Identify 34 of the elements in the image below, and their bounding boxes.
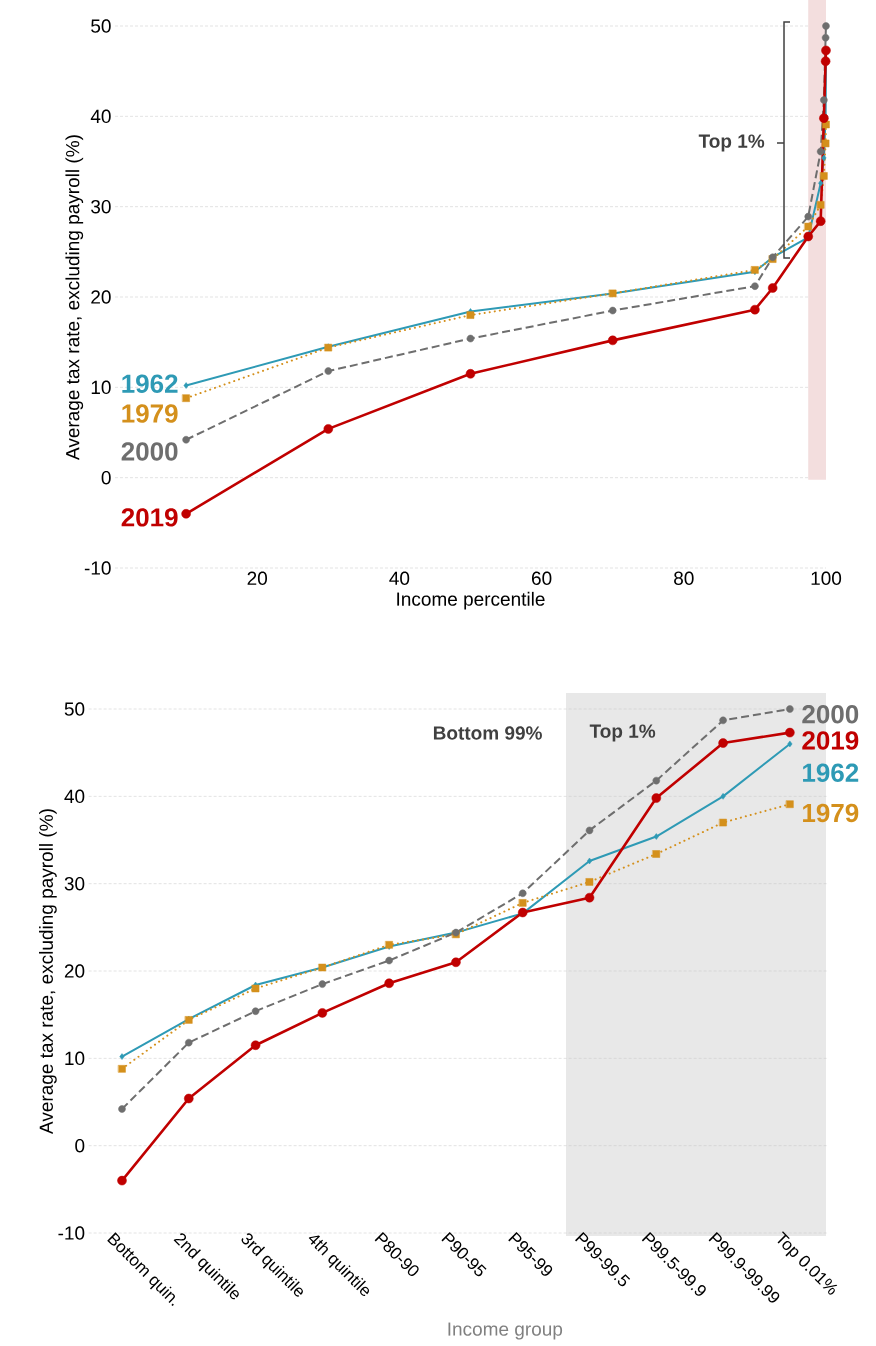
- x-tick-label: 40: [389, 571, 410, 585]
- y-tick-label: 10: [65, 1051, 85, 1066]
- y-tick-label: 10: [91, 380, 111, 395]
- y-tick-label: 0: [101, 470, 111, 485]
- x-tick-label: 20: [247, 571, 268, 585]
- x-axis-title: Income percentile: [397, 591, 545, 610]
- y-tick-label: 20: [64, 964, 85, 978]
- x-tick-label: 60: [532, 571, 552, 585]
- y-tick-label: 0: [75, 1138, 85, 1153]
- y-tick-label: 30: [64, 876, 85, 891]
- y-tick-label: -10: [58, 1226, 85, 1240]
- series-label: 1962: [122, 374, 178, 393]
- y-tick-label: 40: [64, 789, 85, 804]
- y-tick-label: 50: [64, 702, 85, 716]
- y-tick-label: 30: [91, 199, 111, 214]
- annotation: Bottom 99%: [433, 726, 542, 740]
- y-tick-label: 50: [91, 19, 111, 33]
- x-tick-label: 100: [811, 571, 842, 585]
- band-label: Top 1%: [698, 134, 765, 152]
- series-label: 2019: [802, 731, 859, 750]
- y-tick-label: 20: [91, 290, 111, 304]
- y-tick-label: 40: [90, 109, 111, 124]
- y-axis-title: Average tax rate, excluding payroll (%): [65, 135, 84, 460]
- y-axis-title: Average tax rate, excluding payroll (%): [39, 809, 57, 1134]
- x-tick-label: 80: [674, 571, 694, 585]
- series-label: 2000: [121, 442, 178, 461]
- x-axis-title: Income group: [448, 1322, 563, 1340]
- y-tick-label: -10: [84, 561, 111, 575]
- series-label: 1979: [122, 404, 178, 423]
- annotation: Top 1%: [589, 724, 656, 742]
- series-label: 2000: [802, 705, 859, 724]
- series-label: 1962: [803, 763, 859, 782]
- series-label: 1979: [803, 803, 859, 823]
- series-label: 2019: [121, 508, 178, 527]
